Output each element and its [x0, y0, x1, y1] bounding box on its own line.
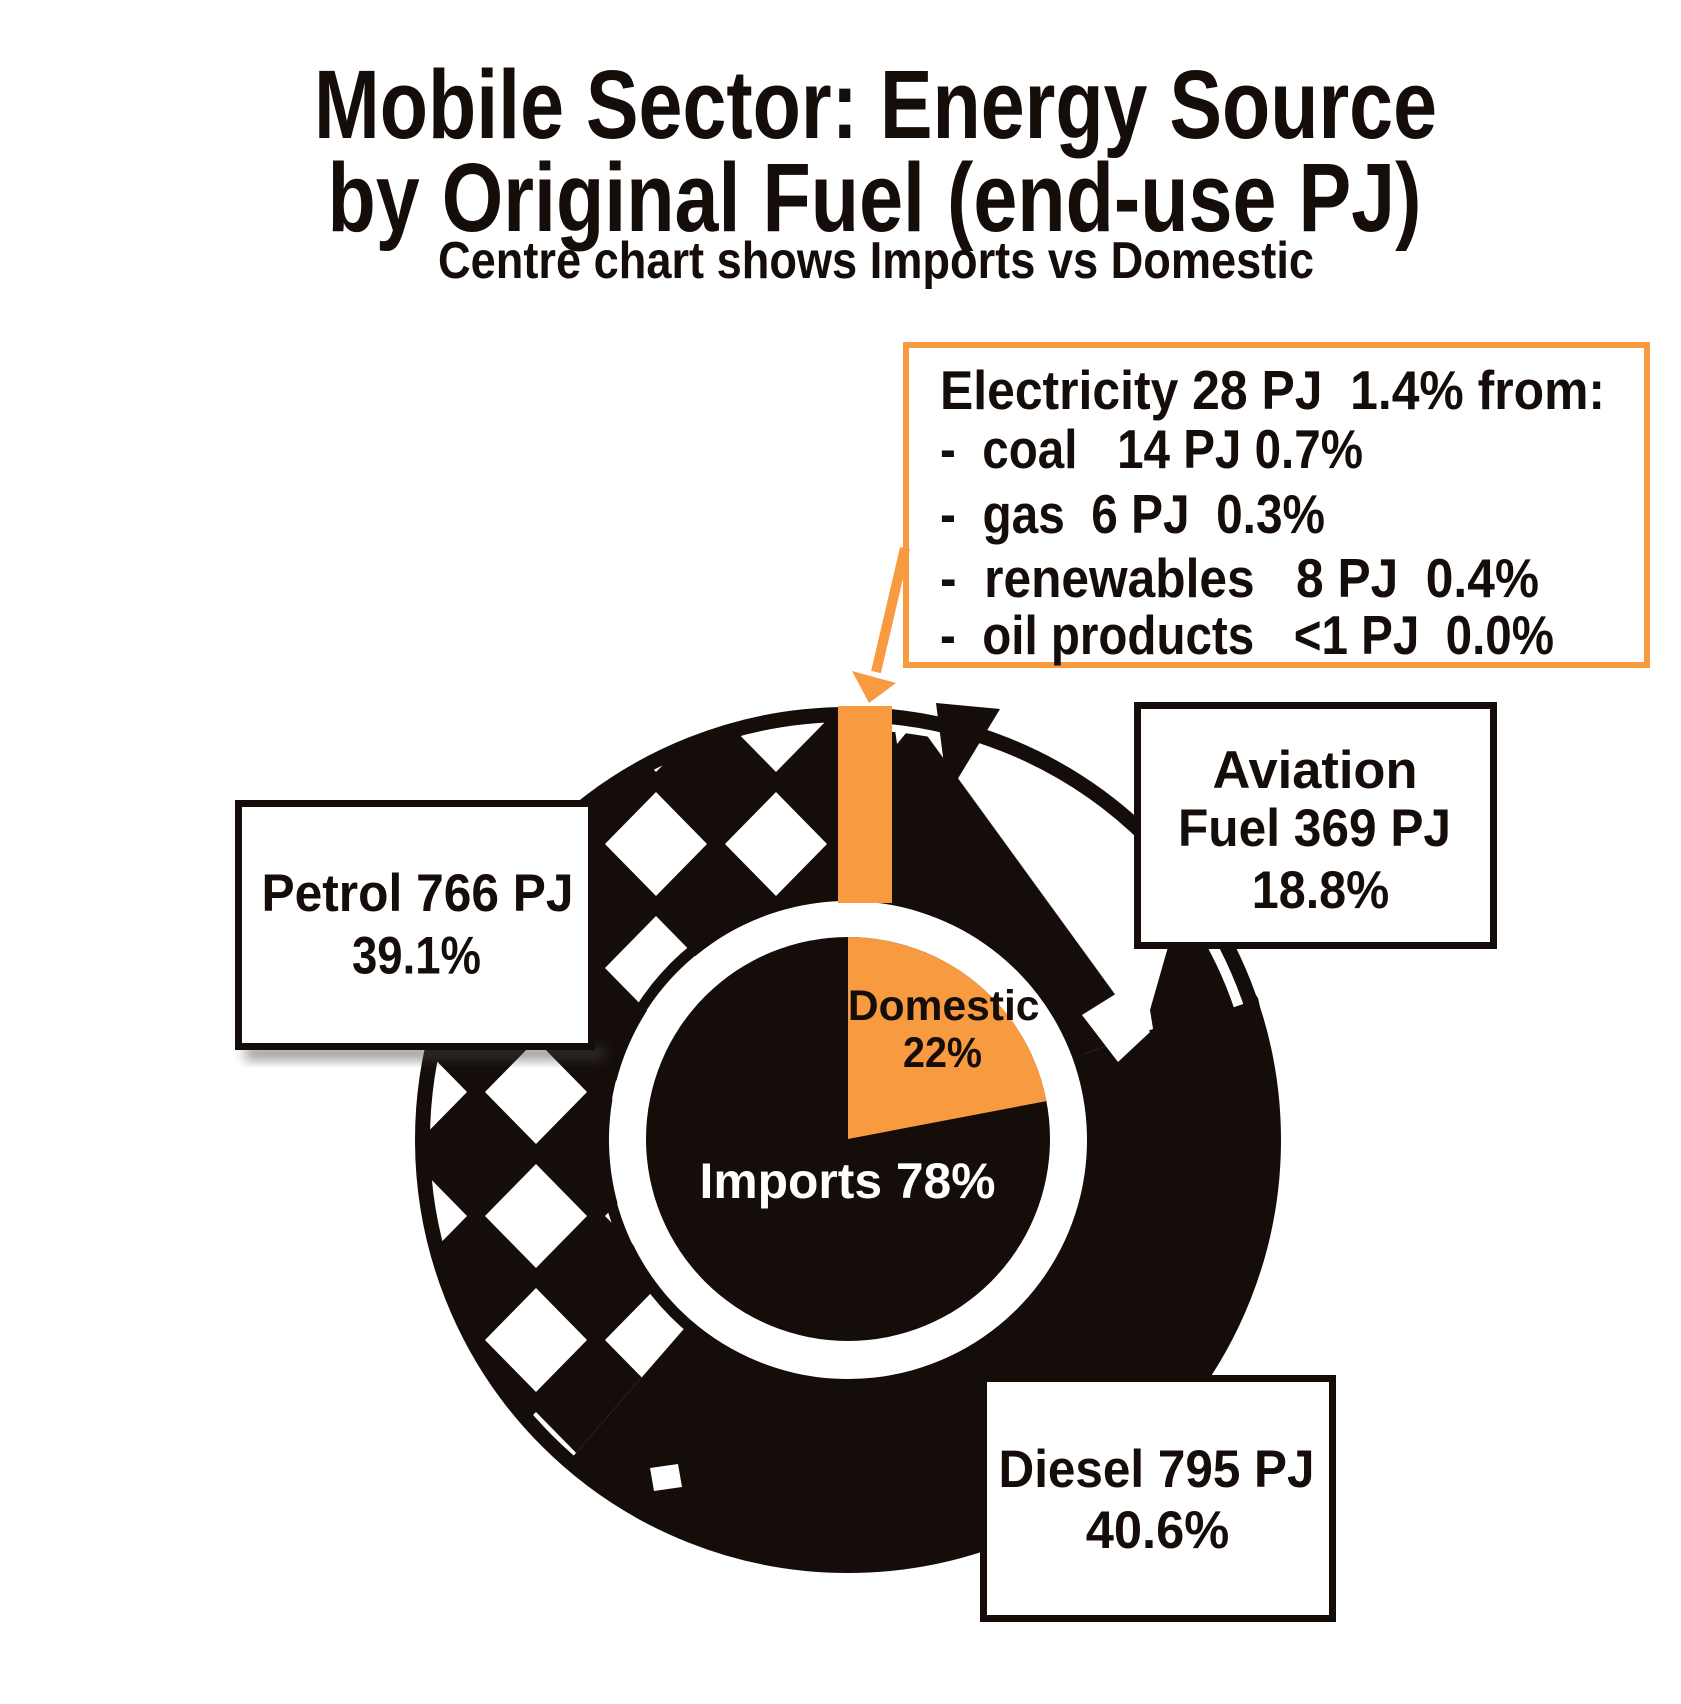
svg-text:- oil products <1 PJ 0.0%: - oil products <1 PJ 0.0% [940, 605, 1554, 666]
svg-text:Domestic: Domestic [848, 982, 1040, 1029]
svg-text:18.8%: 18.8% [1252, 861, 1390, 920]
svg-text:Aviation: Aviation [1213, 741, 1418, 800]
svg-text:Electricity 28 PJ 1.4% from:: Electricity 28 PJ 1.4% from: [940, 360, 1605, 421]
svg-text:Petrol 766 PJ: Petrol 766 PJ [262, 864, 574, 923]
svg-text:Mobile Sector: Energy Source: Mobile Sector: Energy Source [314, 50, 1437, 159]
svg-text:Fuel 369 PJ: Fuel 369 PJ [1178, 799, 1451, 858]
svg-text:- gas 6 PJ 0.3%: - gas 6 PJ 0.3% [940, 484, 1325, 545]
svg-text:39.1%: 39.1% [352, 927, 481, 986]
svg-text:Imports 78%: Imports 78% [700, 1153, 996, 1209]
svg-text:by Original Fuel (end-use PJ): by Original Fuel (end-use PJ) [328, 143, 1422, 252]
svg-text:40.6%: 40.6% [1086, 1501, 1230, 1560]
svg-text:- renewables 8 PJ 0.4%: - renewables 8 PJ 0.4% [940, 548, 1539, 609]
svg-text:Centre chart shows Imports vs: Centre chart shows Imports vs Domestic [438, 232, 1314, 290]
svg-text:22%: 22% [903, 1029, 982, 1076]
svg-text:Diesel 795 PJ: Diesel 795 PJ [999, 1440, 1315, 1499]
svg-text:- coal 14 PJ 0.7%: - coal 14 PJ 0.7% [940, 419, 1363, 480]
